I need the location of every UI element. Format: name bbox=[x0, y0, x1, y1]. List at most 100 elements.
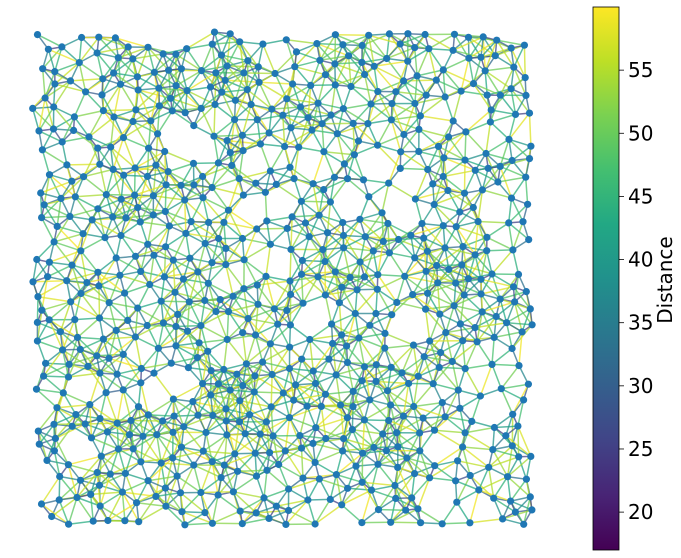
graph-edge bbox=[201, 54, 222, 72]
graph-edge bbox=[335, 450, 344, 475]
graph-edge bbox=[334, 84, 345, 109]
graph-edge bbox=[320, 406, 327, 439]
graph-node bbox=[286, 163, 294, 171]
graph-edge bbox=[112, 168, 136, 196]
graph-edge bbox=[268, 126, 292, 134]
graph-edge bbox=[478, 476, 508, 491]
graph-edge bbox=[108, 302, 117, 331]
graph-edge bbox=[404, 270, 427, 278]
graph-edge bbox=[481, 301, 515, 313]
graph-edge bbox=[80, 292, 110, 304]
graph-edge bbox=[289, 367, 314, 372]
graph-edge bbox=[300, 201, 307, 224]
colorbar-tick-label: 20 bbox=[628, 500, 653, 524]
graph-edge bbox=[80, 250, 99, 273]
graph-edge bbox=[512, 221, 524, 251]
graph-edge bbox=[403, 115, 421, 135]
graph-edge bbox=[241, 104, 252, 136]
graph-edge bbox=[300, 200, 320, 216]
graph-edge bbox=[288, 488, 309, 501]
graph-edge bbox=[523, 45, 526, 78]
graph-edge bbox=[468, 58, 475, 84]
graph-edge bbox=[389, 252, 415, 259]
graph-node bbox=[49, 125, 58, 133]
graph-edge bbox=[120, 207, 139, 236]
graph-edge bbox=[463, 169, 476, 194]
graph-edge bbox=[482, 189, 512, 199]
graph-edge bbox=[444, 226, 457, 249]
graph-edge bbox=[125, 472, 149, 482]
graph-edge bbox=[342, 438, 357, 467]
graph-edge bbox=[99, 473, 112, 507]
graph-edge bbox=[509, 478, 528, 502]
graph-edge bbox=[289, 166, 314, 185]
graph-edge bbox=[113, 167, 136, 171]
graph-edge bbox=[352, 122, 379, 146]
graph-edge bbox=[323, 178, 348, 191]
graph-edge bbox=[200, 300, 206, 326]
graph-edge bbox=[294, 59, 321, 68]
graph-edge bbox=[121, 491, 140, 523]
graph-edge bbox=[217, 494, 241, 512]
graph-edge bbox=[433, 203, 457, 228]
graph-edge bbox=[428, 48, 438, 81]
graph-edge bbox=[197, 394, 212, 416]
graph-node bbox=[321, 71, 330, 79]
graph-edge bbox=[205, 420, 227, 434]
graph-edge bbox=[395, 75, 418, 93]
graph-edge bbox=[412, 282, 439, 296]
graph-edge bbox=[282, 392, 291, 418]
graph-edge bbox=[86, 282, 110, 304]
graph-edge bbox=[186, 31, 215, 50]
graph-edge bbox=[486, 236, 514, 251]
graph-edge bbox=[217, 140, 228, 164]
graph-edge bbox=[299, 406, 308, 436]
graph-edge bbox=[375, 313, 386, 334]
graph-edge bbox=[464, 152, 487, 161]
graph-edge bbox=[465, 121, 491, 133]
graph-edge bbox=[438, 145, 466, 161]
graph-edge bbox=[265, 421, 271, 453]
graph-node bbox=[162, 502, 170, 510]
graph-edge bbox=[401, 356, 425, 374]
graph-edge bbox=[199, 338, 228, 344]
graph-edge bbox=[337, 122, 369, 135]
graph-edge bbox=[98, 285, 125, 294]
graph-edge bbox=[61, 36, 82, 48]
graph-edge bbox=[80, 473, 111, 482]
graph-edge bbox=[508, 138, 532, 147]
graph-edge bbox=[288, 509, 316, 525]
graph-edge bbox=[220, 33, 231, 56]
graph-edge bbox=[510, 176, 527, 199]
graph-edge bbox=[119, 83, 137, 111]
graph-edge bbox=[96, 52, 104, 79]
graph-edge bbox=[384, 347, 403, 374]
graph-edge bbox=[462, 221, 479, 247]
graph-edge bbox=[491, 109, 516, 116]
graph-edge bbox=[113, 72, 138, 78]
graph-edge bbox=[80, 293, 101, 319]
graph-edge bbox=[342, 247, 351, 278]
graph-edge bbox=[97, 271, 121, 277]
graph-edge bbox=[117, 448, 127, 474]
graph-edge bbox=[485, 121, 492, 154]
graph-edge bbox=[233, 89, 248, 120]
graph-edge bbox=[433, 192, 465, 206]
graph-edge bbox=[455, 282, 482, 295]
graph-edge bbox=[202, 197, 225, 223]
graph-edge bbox=[109, 301, 138, 309]
graph-edge bbox=[370, 464, 379, 491]
graph-edge bbox=[377, 446, 399, 465]
graph-edge bbox=[346, 362, 354, 392]
graph-edge bbox=[524, 177, 529, 205]
graph-edge bbox=[433, 203, 461, 213]
graph-edge bbox=[305, 222, 328, 234]
graph-edge bbox=[352, 380, 377, 393]
graph-edge bbox=[421, 223, 446, 249]
graph-edge bbox=[377, 273, 405, 278]
graph-edge bbox=[213, 136, 220, 164]
graph-edge bbox=[478, 467, 490, 491]
graph-edge bbox=[372, 250, 379, 275]
graph-edge bbox=[89, 472, 98, 495]
graph-edge bbox=[163, 151, 167, 185]
